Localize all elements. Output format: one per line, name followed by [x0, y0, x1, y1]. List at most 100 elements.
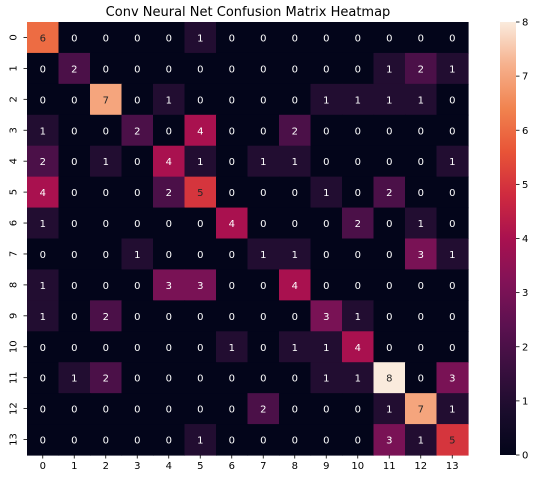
heatmap-cell	[90, 207, 123, 240]
cell-value-label: 2	[386, 188, 392, 199]
cell-value-label: 0	[229, 126, 235, 137]
heatmap-cell	[405, 269, 438, 301]
cell-value-label: 8	[386, 374, 392, 385]
cell-value-label: 0	[260, 219, 266, 230]
heatmap-cell	[279, 145, 312, 178]
cell-value-label: 0	[166, 405, 172, 416]
heatmap-cell	[184, 145, 217, 178]
cell-value-label: 1	[103, 157, 109, 168]
heatmap-cell	[58, 114, 91, 147]
cell-value-label: 0	[449, 219, 455, 230]
heatmap-cell	[279, 52, 312, 85]
heatmap-cell	[405, 393, 438, 425]
heatmap-cell	[27, 424, 60, 456]
y-tick-label: 3	[9, 127, 20, 133]
cell-value-label: 0	[166, 436, 172, 447]
heatmap-cell	[153, 22, 186, 54]
cell-value-label: 0	[449, 281, 455, 292]
heatmap-cell	[405, 207, 438, 240]
cell-value-label: 6	[40, 33, 46, 44]
heatmap-cell	[121, 269, 154, 301]
cell-value-label: 0	[386, 250, 392, 261]
heatmap-cell	[436, 83, 469, 116]
cell-value-label: 0	[323, 436, 329, 447]
cell-value-label: 0	[134, 188, 140, 199]
heatmap-cell	[90, 176, 123, 209]
cell-value-label: 0	[292, 95, 298, 106]
cell-value-label: 0	[166, 33, 172, 44]
x-axis-ticks: 0 1 2 3 4 5 6 7 8 9 10 11 12 13	[40, 455, 459, 472]
heatmap-cell	[436, 207, 469, 240]
heatmap-cell	[58, 176, 91, 209]
cell-value-label: 3	[323, 312, 329, 323]
cell-value-label: 0	[71, 157, 77, 168]
cell-value-label: 0	[386, 281, 392, 292]
cell-value-label: 0	[260, 312, 266, 323]
heatmap-cell	[436, 331, 469, 363]
heatmap-cell	[342, 300, 375, 332]
x-tick-label: 3	[134, 461, 140, 472]
colorbar-tick-label: 7	[522, 72, 528, 83]
cell-value-label: 1	[449, 64, 455, 75]
cell-value-label: 1	[323, 374, 329, 385]
cell-value-label: 0	[40, 374, 46, 385]
cell-value-label: 0	[229, 281, 235, 292]
cell-value-label: 2	[103, 374, 109, 385]
cell-value-label: 1	[292, 343, 298, 354]
heatmap-cell	[342, 238, 375, 271]
heatmap-cell	[373, 269, 406, 301]
heatmap-cell	[279, 114, 312, 147]
cell-value-label: 0	[166, 126, 172, 137]
cell-value-label: 0	[71, 312, 77, 323]
cell-value-label: 0	[229, 64, 235, 75]
cell-value-label: 0	[449, 126, 455, 137]
cell-value-label: 0	[355, 281, 361, 292]
cell-value-label: 2	[260, 405, 266, 416]
heatmap-cell	[27, 393, 60, 425]
cell-value-label: 1	[386, 64, 392, 75]
heatmap-cell	[436, 362, 469, 394]
heatmap-cell	[373, 207, 406, 240]
cell-value-label: 0	[197, 95, 203, 106]
cell-value-label: 0	[260, 64, 266, 75]
cell-value-label: 2	[355, 219, 361, 230]
cell-value-label: 3	[386, 436, 392, 447]
cell-value-label: 0	[323, 250, 329, 261]
heatmap-cell	[436, 424, 469, 456]
cell-value-label: 0	[229, 33, 235, 44]
heatmap-cell	[90, 269, 123, 301]
cell-value-label: 0	[71, 126, 77, 137]
heatmap-cell	[121, 424, 154, 456]
cell-value-label: 3	[166, 281, 172, 292]
cell-value-label: 1	[418, 219, 424, 230]
cell-value-label: 2	[71, 64, 77, 75]
heatmap-cell	[310, 331, 343, 363]
cell-value-label: 0	[71, 250, 77, 261]
cell-value-label: 1	[197, 436, 203, 447]
heatmap-cell	[27, 114, 60, 147]
heatmap-cell	[216, 145, 249, 178]
cell-value-label: 1	[197, 33, 203, 44]
cell-value-label: 0	[418, 126, 424, 137]
heatmap-cell	[216, 331, 249, 363]
cell-value-label: 1	[197, 157, 203, 168]
x-tick-label: 12	[414, 461, 427, 472]
cell-value-label: 0	[292, 312, 298, 323]
x-tick-label: 9	[323, 461, 329, 472]
cell-value-label: 0	[292, 219, 298, 230]
heatmap-cell	[58, 269, 91, 301]
heatmap-cell	[216, 114, 249, 147]
heatmap-cell	[310, 176, 343, 209]
cell-value-label: 0	[386, 219, 392, 230]
cell-value-label: 1	[323, 95, 329, 106]
heatmap-cell	[153, 300, 186, 332]
heatmap-cell	[121, 331, 154, 363]
x-tick-label: 7	[260, 461, 266, 472]
cell-value-label: 0	[355, 126, 361, 137]
cell-value-label: 1	[40, 219, 46, 230]
heatmap-cell	[247, 331, 280, 363]
cell-value-label: 0	[229, 188, 235, 199]
cell-value-label: 0	[166, 219, 172, 230]
cell-value-label: 0	[229, 250, 235, 261]
cell-value-label: 0	[134, 281, 140, 292]
